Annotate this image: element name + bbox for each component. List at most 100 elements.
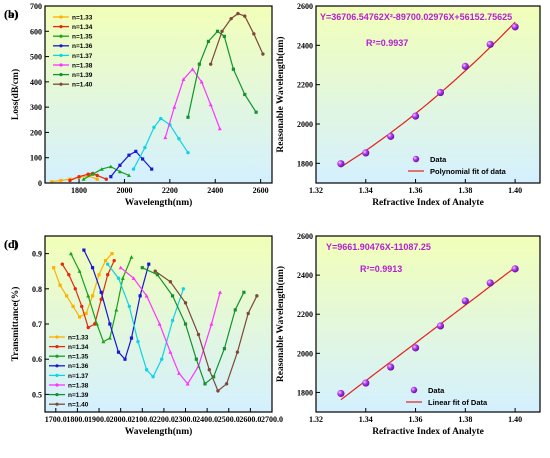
panel-d-linear-fit-chart: (d) 1.32 1.34 1.36 1.38 1.40 1800 2000 2200 2400 2… [4,232,541,437]
data-point [84,311,88,316]
y-tick-label: 500 [30,53,42,62]
legend-entry: n=1.34 [68,344,89,351]
x-tick-label: 1700.0 [45,415,67,424]
data-point [362,379,370,387]
legend-marker [55,373,59,377]
y-tick-label: 400 [30,78,42,87]
data-point [95,173,99,178]
data-point [235,350,240,354]
data-point [177,371,182,375]
legend-marker [59,34,63,38]
y-tick-label: 0.8 [32,285,42,294]
x-tick-label: 2100.0 [131,415,153,424]
data-point [231,67,236,71]
data-point [236,11,240,16]
y-tick-label: 200 [30,128,42,137]
data-point [71,304,75,308]
legend-marker [55,364,59,368]
data-point [99,290,103,294]
legend-entry: n=1.35 [68,354,89,361]
series-n=1.38 [163,67,222,140]
fit-equation: Y=36706.54762X²-89700.02976X+56152.75625 [320,12,512,22]
data-point [141,157,145,161]
legend-marker [59,15,63,19]
y-tick-label: 2200 [297,310,313,319]
data-point [127,153,131,157]
data-point [116,350,121,354]
series-n=1.35 [68,251,134,344]
data-point [461,297,469,305]
data-point [67,273,71,277]
data-point [52,266,56,270]
legend-entry: n=1.37 [68,373,89,380]
data-point [114,307,119,312]
data-point [99,167,104,171]
legend-marker [410,386,418,394]
legend-entry: Data [430,155,447,164]
y-tick-label: 700 [30,2,42,11]
data-point [110,252,114,256]
x-tick-label: 2600 [253,186,269,195]
x-axis-label: Wavelength(nm) [125,426,193,437]
data-point [103,259,108,263]
data-point [252,32,256,36]
series-n=1.34 [68,171,108,183]
data-point [73,287,77,291]
panel-label: (d) [4,237,19,251]
data-point [199,79,204,84]
y-tick-label: 2000 [297,349,313,358]
data-point [337,389,345,398]
legend-entry: n=1.38 [68,382,89,389]
x-tick-label: 1.34 [359,186,373,195]
data-point [206,39,211,43]
x-tick-label: 2600.0 [239,415,261,424]
data-point [194,357,198,361]
y-tick-label: 2600 [297,2,313,11]
data-point [242,290,246,294]
data-point [155,273,160,277]
data-point [208,102,213,107]
panel-a-loss-chart: (a) 1800 2000 2200 2400 2600 0 100 200 300 400 500 6… [4,2,273,208]
data-point [152,125,156,130]
legend-marker [412,155,420,163]
series-n=1.33 [52,252,114,319]
data-point [99,297,103,302]
legend-entry: n=1.39 [72,72,93,79]
y-tick-label: 2000 [297,120,313,129]
series-line [110,150,153,178]
plot-background [45,6,272,183]
data-point [224,382,229,386]
series-n=1.38 [118,265,223,386]
data-point [387,363,395,371]
legend-marker [59,53,63,58]
series-n=1.37 [105,262,186,379]
data-point [144,368,149,372]
y-tick-label: 2200 [297,81,313,90]
data-point [212,375,216,379]
panel-c-transmittance-chart: (c)1700.0 1800.0 1900.0 2000.0 2100.0 2200.0 2… [4,235,283,437]
data-point [117,169,122,174]
data-point [220,29,224,33]
data-point [411,344,420,352]
data-point [77,315,82,319]
legend-marker [55,402,59,406]
data-point [58,283,62,287]
y-tick-label: 0.9 [32,250,42,259]
series-n=1.40 [209,11,265,66]
data-point [185,381,190,386]
data-point [186,150,190,155]
plot-frame [44,235,273,413]
legend: Data Polynomial fit of data [408,155,507,176]
x-tick-label: 1.38 [458,415,472,424]
legend-entry: Linear fit of Data [428,398,488,407]
data-point [82,248,86,252]
series-line [142,267,245,385]
data-point [362,149,370,157]
data-point [86,172,90,176]
y-tick-label: 100 [30,154,42,163]
y-tick-label: 0 [38,179,42,188]
data-point [97,273,101,277]
legend-marker [55,345,59,349]
series-n=1.36 [109,149,154,179]
data-point [157,322,162,326]
